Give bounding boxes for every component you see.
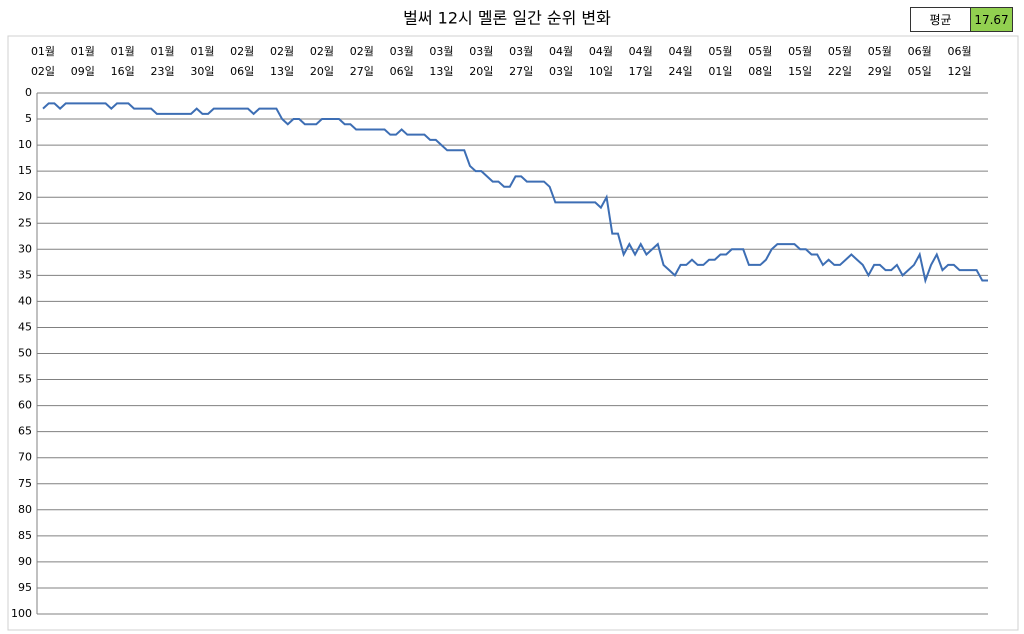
y-tick-label: 60 [18, 399, 32, 412]
y-tick-label: 50 [18, 347, 32, 360]
chart-frame [7, 35, 1019, 631]
data-line [42, 102, 988, 285]
y-tick-label: 75 [18, 477, 32, 490]
y-tick-label: 90 [18, 555, 32, 568]
y-tick-label: 85 [18, 529, 32, 542]
average-value: 17.67 [970, 7, 1013, 32]
y-tick-label: 5 [25, 112, 32, 125]
y-tick-label: 30 [18, 242, 32, 255]
x-tick-label: 06월 05일 [907, 45, 932, 78]
y-tick-label: 100 [11, 607, 32, 620]
chart-title: 벌써 12시 멜론 일간 순위 변화 [403, 9, 611, 28]
x-tick-label: 06월 12일 [947, 45, 972, 78]
y-tick-label: 20 [18, 190, 32, 203]
y-tick-label: 55 [18, 373, 32, 386]
x-tick-label: 04월 03일 [548, 45, 574, 78]
y-tick-label: 35 [18, 268, 32, 281]
x-tick-label: 03월 06일 [389, 45, 414, 78]
x-tick-label: 04월 24일 [668, 45, 693, 78]
x-tick-label: 05월 22일 [827, 45, 853, 78]
x-tick-label: 05월 01일 [708, 45, 733, 78]
y-tick-label: 40 [18, 294, 32, 307]
x-tick-label: 02월 27일 [349, 45, 374, 78]
y-tick-label: 95 [18, 581, 32, 594]
y-tick-label: 25 [18, 216, 32, 229]
x-tick-label: 02월 13일 [270, 45, 295, 78]
x-tick-label: 01월 02일 [30, 45, 56, 78]
x-tick-label: 04월 10일 [588, 45, 613, 78]
y-tick-label: 0 [25, 86, 32, 99]
x-tick-label: 03월 20일 [469, 45, 494, 78]
y-tick-label: 45 [18, 320, 32, 333]
x-tick-label: 04월 17일 [628, 45, 653, 78]
y-tick-label: 80 [18, 503, 32, 516]
x-tick-label: 03월 13일 [429, 45, 454, 78]
x-tick-label: 02월 06일 [230, 45, 255, 78]
x-tick-label: 05월 08일 [748, 45, 773, 78]
y-tick-label: 15 [18, 164, 32, 177]
x-tick-label: 02월 20일 [309, 45, 334, 78]
x-tick-label: 01월 23일 [150, 45, 175, 78]
y-tick-label: 10 [18, 138, 32, 151]
x-tick-label: 01월 16일 [110, 45, 135, 78]
x-tick-label: 05월 15일 [788, 45, 813, 78]
x-tick-label: 01월 09일 [70, 45, 95, 78]
y-tick-label: 70 [18, 451, 32, 464]
x-tick-label: 05월 29일 [867, 45, 892, 78]
x-tick-label: 03월 27일 [509, 45, 534, 78]
average-label: 평균 [910, 7, 971, 32]
y-tick-label: 65 [18, 425, 32, 438]
x-tick-label: 01월 30일 [190, 45, 215, 78]
